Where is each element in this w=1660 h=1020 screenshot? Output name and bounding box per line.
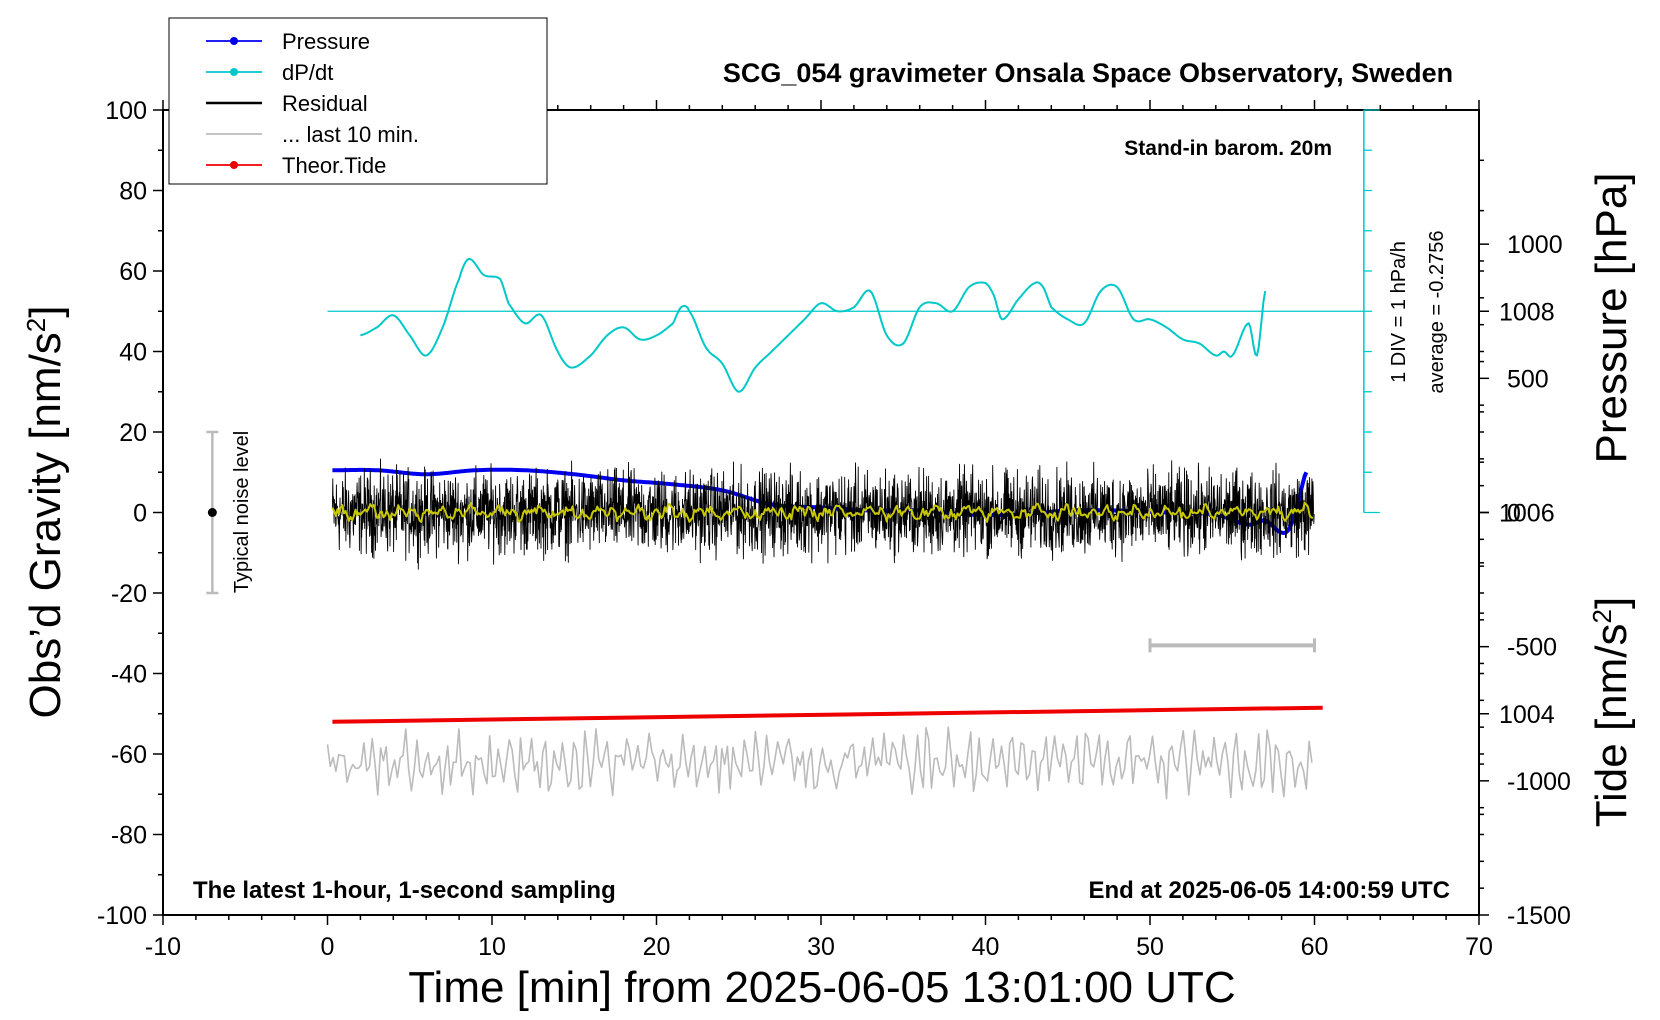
legend-label: Residual xyxy=(282,91,368,116)
smoothed-residual-line xyxy=(331,502,1314,523)
legend-items: Pressure dP/dt Residual ... last 10 min. The… xyxy=(206,29,419,178)
y-tick-label: 40 xyxy=(119,339,147,367)
y-tick-label: 0 xyxy=(133,500,147,528)
y-axis-label-tide-close: ] xyxy=(1587,597,1636,609)
x-axis-label: Time [min] from 2025-06-05 13:01:00 UTC xyxy=(408,963,1235,1012)
y-axis-label-left-text: Obs’d Gravity [nm/s xyxy=(21,332,70,718)
theor-tide-line xyxy=(332,705,1323,724)
dpdt-average-note: average = -0.2756 xyxy=(1426,231,1448,394)
y-tick-label: 60 xyxy=(119,258,147,286)
legend: Pressure dP/dt Residual ... last 10 min. The… xyxy=(168,17,548,185)
chart-title: SCG_054 gravimeter Onsala Space Observat… xyxy=(723,58,1453,88)
y-axis-label-left-sup: 2 xyxy=(21,318,51,332)
tide-tick-label: 0 xyxy=(1507,500,1521,528)
pressure-tick-label: 1006 xyxy=(1499,500,1555,528)
tide-tick-label: 500 xyxy=(1507,365,1549,393)
end-time-note: End at 2025-06-05 14:00:59 UTC xyxy=(1089,877,1451,904)
dpdt-scale-note: 1 DIV = 1 hPa/h xyxy=(1388,241,1410,383)
y-axis-label-tide-sup: 2 xyxy=(1587,609,1617,623)
legend-marker xyxy=(230,161,238,169)
legend-marker xyxy=(230,37,238,45)
x-tick-label: 40 xyxy=(972,933,1000,961)
y-tick-label: -20 xyxy=(111,580,147,608)
x-tick-label: 20 xyxy=(643,933,671,961)
x-tick-label: 30 xyxy=(807,933,835,961)
x-tick-label: -10 xyxy=(145,933,181,961)
tide-tick-label: -500 xyxy=(1507,634,1557,662)
series-layer xyxy=(206,109,1380,800)
legend-box xyxy=(168,17,548,185)
noise-level-note: Typical noise level xyxy=(231,431,253,593)
residual-line xyxy=(331,458,1315,570)
y-axis-label-left-close: ] xyxy=(21,305,70,317)
y-tick-label: -100 xyxy=(97,902,147,930)
x-tick-label: 70 xyxy=(1465,933,1493,961)
y-axis-label-left: Obs’d Gravity [nm/s2] xyxy=(21,305,70,718)
y-tick-label: -60 xyxy=(111,741,147,769)
legend-label: Pressure xyxy=(282,29,370,54)
pressure-tick-label: 1004 xyxy=(1499,701,1555,729)
x-tick-label: 0 xyxy=(321,933,335,961)
legend-label: ... last 10 min. xyxy=(282,122,419,147)
sampling-note: The latest 1-hour, 1-second sampling xyxy=(193,877,616,904)
legend-label: dP/dt xyxy=(282,60,333,85)
tide-tick-label: 1000 xyxy=(1507,231,1563,259)
legend-marker xyxy=(230,68,238,76)
y-tick-label: 20 xyxy=(119,419,147,447)
legend-label: Theor.Tide xyxy=(282,153,386,178)
tide-tick-label: -1500 xyxy=(1507,902,1571,930)
y-axis-label-pressure: Pressure [hPa] xyxy=(1587,172,1636,463)
x-tick-label: 10 xyxy=(478,933,506,961)
y-tick-label: 80 xyxy=(119,178,147,206)
noise-bar-center-dot xyxy=(207,508,217,517)
y-tick-label: -80 xyxy=(111,822,147,850)
x-tick-label: 60 xyxy=(1301,933,1329,961)
axis-ticks: -10 0 10 20 30 40 50 60 70100806040200-20-40-60-… xyxy=(97,97,1571,961)
y-axis-label-tide-text: Tide [nm/s xyxy=(1587,623,1636,827)
barometer-note: Stand-in barom. 20m xyxy=(1124,137,1332,160)
x-tick-label: 50 xyxy=(1136,933,1164,961)
y-axis-label-tide: Tide [nm/s2] xyxy=(1587,597,1636,827)
y-tick-label: -40 xyxy=(111,661,147,689)
last-10-min-line xyxy=(326,726,1313,800)
tide-tick-label: -1000 xyxy=(1507,768,1571,796)
y-tick-label: 100 xyxy=(105,97,147,125)
dpdt-line xyxy=(360,257,1267,393)
pressure-tick-label: 1008 xyxy=(1499,298,1555,326)
